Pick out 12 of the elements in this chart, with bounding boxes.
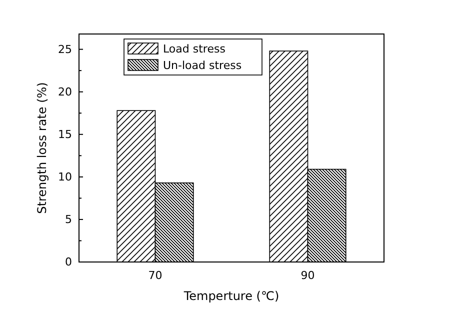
y-tick-label: 0 <box>65 256 72 269</box>
legend-label: Load stress <box>163 42 226 56</box>
legend-label: Un-load stress <box>163 59 242 72</box>
x-tick-label: 70 <box>148 268 162 282</box>
y-tick-label: 10 <box>58 170 72 184</box>
y-axis-title: Strength loss rate (%) <box>35 82 49 214</box>
y-tick-label: 20 <box>58 85 72 98</box>
x-tick-label: 90 <box>300 268 315 282</box>
y-tick-label: 5 <box>65 212 72 226</box>
y-tick-label: 15 <box>58 128 72 141</box>
y-tick-label: 25 <box>58 42 72 56</box>
x-axis-title: Temperture (℃) <box>182 289 280 303</box>
